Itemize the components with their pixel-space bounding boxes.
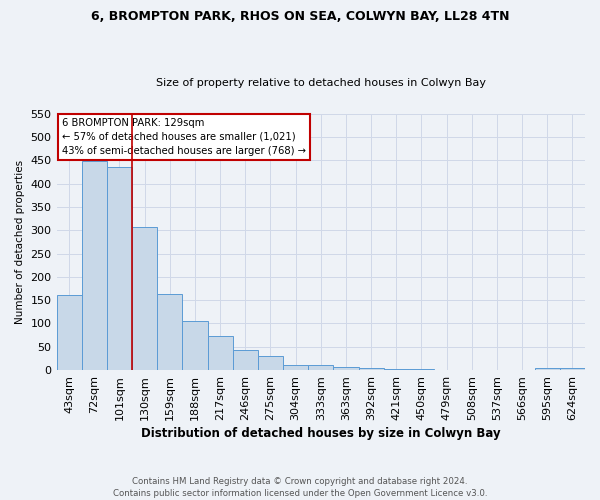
Bar [208,336,233,370]
Bar [535,368,560,370]
Bar [308,366,334,370]
Bar [233,350,258,370]
Bar [132,228,157,370]
Title: Size of property relative to detached houses in Colwyn Bay: Size of property relative to detached ho… [156,78,486,88]
Text: Contains HM Land Registry data © Crown copyright and database right 2024.
Contai: Contains HM Land Registry data © Crown c… [113,476,487,498]
Bar [334,367,359,370]
Bar [560,368,585,370]
Bar [383,369,409,370]
Bar [258,356,283,370]
Bar [82,161,107,370]
Bar [56,294,82,370]
Text: 6 BROMPTON PARK: 129sqm
← 57% of detached houses are smaller (1,021)
43% of semi: 6 BROMPTON PARK: 129sqm ← 57% of detache… [62,118,306,156]
Bar [107,167,132,370]
Bar [409,369,434,370]
Bar [283,366,308,370]
Bar [359,368,383,370]
Bar [182,320,208,370]
Text: 6, BROMPTON PARK, RHOS ON SEA, COLWYN BAY, LL28 4TN: 6, BROMPTON PARK, RHOS ON SEA, COLWYN BA… [91,10,509,23]
X-axis label: Distribution of detached houses by size in Colwyn Bay: Distribution of detached houses by size … [141,427,500,440]
Bar [157,294,182,370]
Y-axis label: Number of detached properties: Number of detached properties [15,160,25,324]
